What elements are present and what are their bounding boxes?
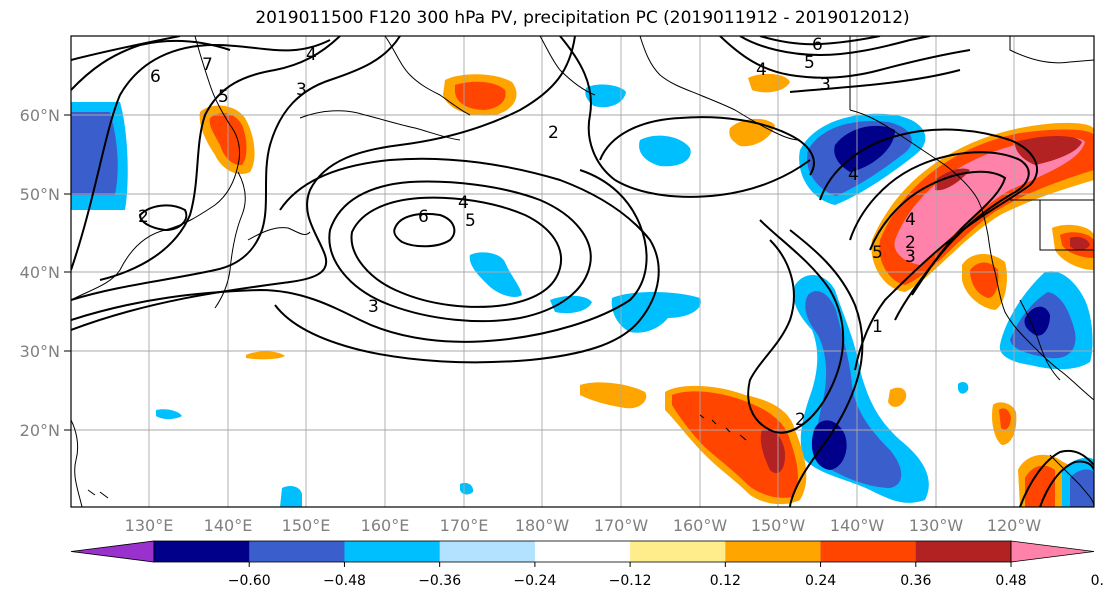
colorbar-tick-label: 0.12 (710, 573, 741, 589)
colorbar-tick-label: −0.48 (323, 573, 366, 589)
lat-tick-label: 40°N (20, 263, 60, 282)
lat-tick-label: 60°N (20, 106, 60, 125)
svg-text:5: 5 (804, 53, 815, 73)
svg-text:4: 4 (848, 165, 859, 185)
colorbar-extend-high (1010, 540, 1095, 563)
svg-text:4: 4 (458, 193, 469, 213)
lon-tick-label: 130°E (125, 516, 174, 535)
colorbar-segment (820, 541, 917, 562)
colorbar-segment (154, 541, 250, 562)
latitude-axis: 60°N 50°N 40°N 30°N 20°N (20, 106, 71, 440)
colorbar-segment (249, 541, 345, 562)
svg-text:4: 4 (306, 45, 317, 65)
svg-text:6: 6 (812, 35, 823, 55)
colorbar-extend-low (70, 540, 155, 563)
colorbar-frame (153, 540, 1012, 563)
lon-tick-label: 160°W (673, 516, 728, 535)
lat-tick-label: 20°N (20, 421, 60, 440)
svg-text:4: 4 (756, 60, 767, 80)
lon-tick-label: 150°W (751, 516, 806, 535)
longitude-axis: 130°E 140°E 150°E 160°E 170°E 180°W 170°… (125, 516, 1042, 535)
lat-tick-label: 30°N (20, 342, 60, 361)
colorbar-tick-label: 0.24 (805, 573, 836, 589)
svg-text:3: 3 (368, 297, 379, 317)
svg-text:6: 6 (418, 207, 429, 227)
svg-text:2: 2 (138, 207, 149, 227)
lon-tick-label: 130°W (909, 516, 964, 535)
contour-labels: 7 6 5 4 3 2 6 5 4 3 6 5 4 3 4 2 5 4 3 2 … (138, 35, 916, 430)
svg-text:3: 3 (296, 80, 307, 100)
lon-tick-label: 180°W (515, 516, 570, 535)
map-title: 2019011500 F120 300 hPa PV, precipitatio… (255, 8, 910, 28)
colorbar-tick-label: −0.12 (609, 573, 652, 589)
svg-text:7: 7 (202, 55, 213, 75)
svg-text:5: 5 (218, 87, 229, 107)
svg-text:5: 5 (465, 211, 476, 231)
colorbar-segment (725, 541, 822, 562)
svg-text:2: 2 (548, 123, 559, 143)
lon-tick-label: 170°E (440, 516, 489, 535)
colorbar-segment (344, 541, 441, 562)
colorbar-segment (915, 541, 1012, 562)
svg-text:2: 2 (905, 233, 916, 253)
lon-tick-label: 140°E (204, 516, 253, 535)
lon-tick-label: 150°E (282, 516, 331, 535)
colorbar-segment (630, 541, 726, 562)
lon-tick-label: 160°E (361, 516, 410, 535)
lon-tick-label: 140°W (830, 516, 885, 535)
svg-text:4: 4 (905, 210, 916, 230)
colorbar-segment (439, 541, 536, 562)
svg-text:1: 1 (872, 317, 883, 337)
colorbar-tick-label: −0.60 (228, 573, 271, 589)
svg-text:5: 5 (872, 243, 883, 263)
svg-text:3: 3 (905, 247, 916, 267)
lat-tick-label: 50°N (20, 185, 60, 204)
svg-text:2: 2 (795, 410, 806, 430)
svg-text:3: 3 (820, 75, 831, 95)
colorbar-tick-label: −0.36 (418, 573, 461, 589)
lon-tick-label: 170°W (594, 516, 649, 535)
svg-text:6: 6 (150, 67, 161, 87)
lon-tick-label: 120°W (987, 516, 1042, 535)
colorbar: −0.60 −0.48 −0.36 −0.24 −0.12 0.12 0.24 0.36 0.4… (70, 540, 1105, 589)
pv-contours (71, 36, 1094, 507)
colorbar-tick-label: 0.60 (1091, 573, 1105, 589)
colorbar-segment (534, 541, 631, 562)
colorbar-tick-label: 0.36 (900, 573, 931, 589)
colorbar-tick-label: 0.48 (995, 573, 1026, 589)
colorbar-tick-label: −0.24 (513, 573, 556, 589)
